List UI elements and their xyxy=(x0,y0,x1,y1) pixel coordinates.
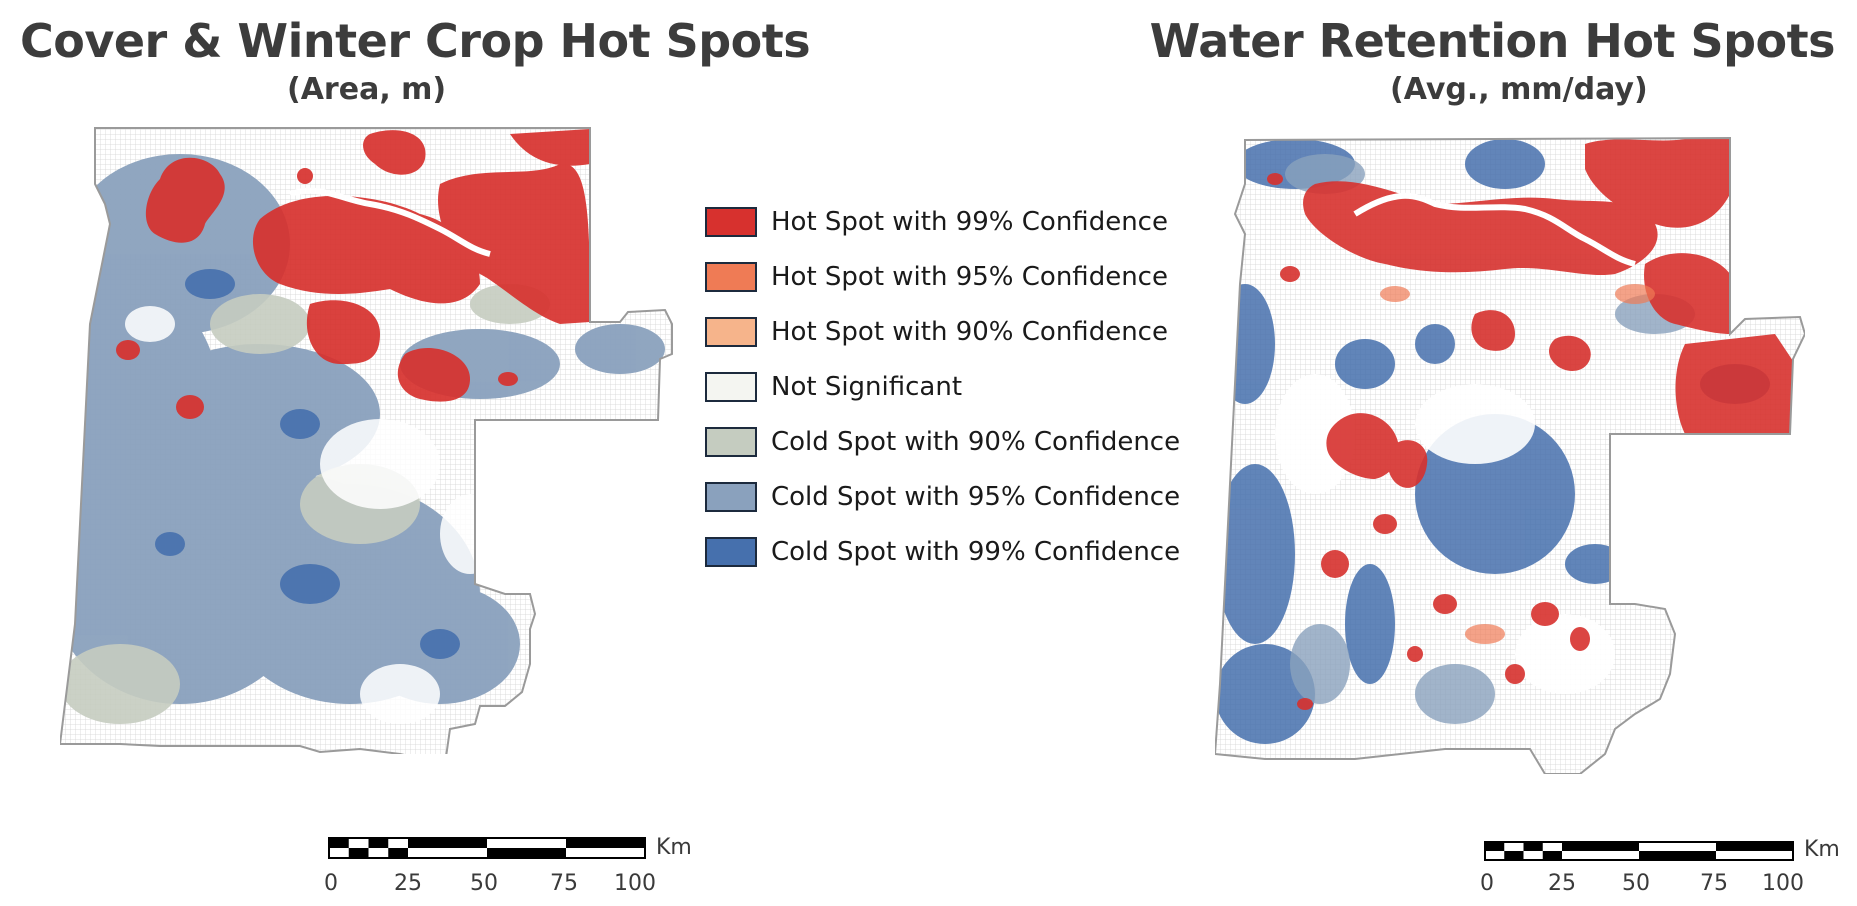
legend-item: Hot Spot with 95% Confidence xyxy=(705,253,1180,300)
right-scale-tick: 25 xyxy=(1548,871,1576,896)
legend-item: Cold Spot with 99% Confidence xyxy=(705,528,1180,575)
left-map-title: Cover & Winter Crop Hot Spots xyxy=(20,14,811,68)
legend-swatch xyxy=(705,481,757,512)
right-scale-tick: 100 xyxy=(1762,871,1804,896)
right-scale-bar: Km 0 25 50 75 100 xyxy=(1480,837,1844,901)
left-map-outline xyxy=(60,127,673,754)
right-scale-tick: 50 xyxy=(1622,871,1650,896)
legend-item: Hot Spot with 99% Confidence xyxy=(705,198,1180,245)
left-map-subtitle: (Area, m) xyxy=(287,72,447,107)
legend-label: Cold Spot with 99% Confidence xyxy=(771,536,1181,567)
legend-label: Not Significant xyxy=(771,371,963,402)
legend-swatch xyxy=(705,206,757,237)
legend-label: Hot Spot with 95% Confidence xyxy=(771,261,1168,292)
left-scale-unit: Km xyxy=(656,835,692,860)
legend-swatch xyxy=(705,261,757,292)
right-scale-tick: 75 xyxy=(1700,871,1728,896)
left-scale-tick: 0 xyxy=(324,871,338,896)
cover-crop-hotspot-map xyxy=(60,127,673,754)
legend-item: Hot Spot with 90% Confidence xyxy=(705,308,1180,355)
legend-label: Hot Spot with 99% Confidence xyxy=(771,206,1168,237)
right-scale-tick: 0 xyxy=(1480,871,1494,896)
right-map-title: Water Retention Hot Spots xyxy=(1149,14,1836,68)
legend-swatch xyxy=(705,536,757,567)
left-scale-bar-graphic xyxy=(328,837,646,859)
legend-item: Cold Spot with 90% Confidence xyxy=(705,418,1180,465)
left-map-body xyxy=(60,128,672,754)
right-map-body xyxy=(1215,138,1805,774)
left-scale-tick: 75 xyxy=(550,871,578,896)
right-map-outline xyxy=(1215,136,1805,774)
left-scale-tick: 50 xyxy=(470,871,498,896)
legend-swatch xyxy=(705,426,757,457)
water-retention-hotspot-map xyxy=(1215,136,1805,774)
legend-label: Hot Spot with 90% Confidence xyxy=(771,316,1168,347)
legend-label: Cold Spot with 95% Confidence xyxy=(771,481,1181,512)
legend-item: Not Significant xyxy=(705,363,1180,410)
left-scale-tick: 100 xyxy=(614,871,656,896)
right-map-subtitle: (Avg., mm/day) xyxy=(1390,72,1648,107)
legend-item: Cold Spot with 95% Confidence xyxy=(705,473,1180,520)
legend-swatch xyxy=(705,371,757,402)
left-scale-tick: 25 xyxy=(394,871,422,896)
right-scale-unit: Km xyxy=(1804,837,1840,862)
right-scale-bar-graphic xyxy=(1484,841,1794,861)
left-scale-bar: Km 0 25 50 75 100 xyxy=(324,835,692,897)
legend-swatch xyxy=(705,316,757,347)
legend: Hot Spot with 99% Confidence Hot Spot wit… xyxy=(705,198,1180,583)
legend-label: Cold Spot with 90% Confidence xyxy=(771,426,1181,457)
